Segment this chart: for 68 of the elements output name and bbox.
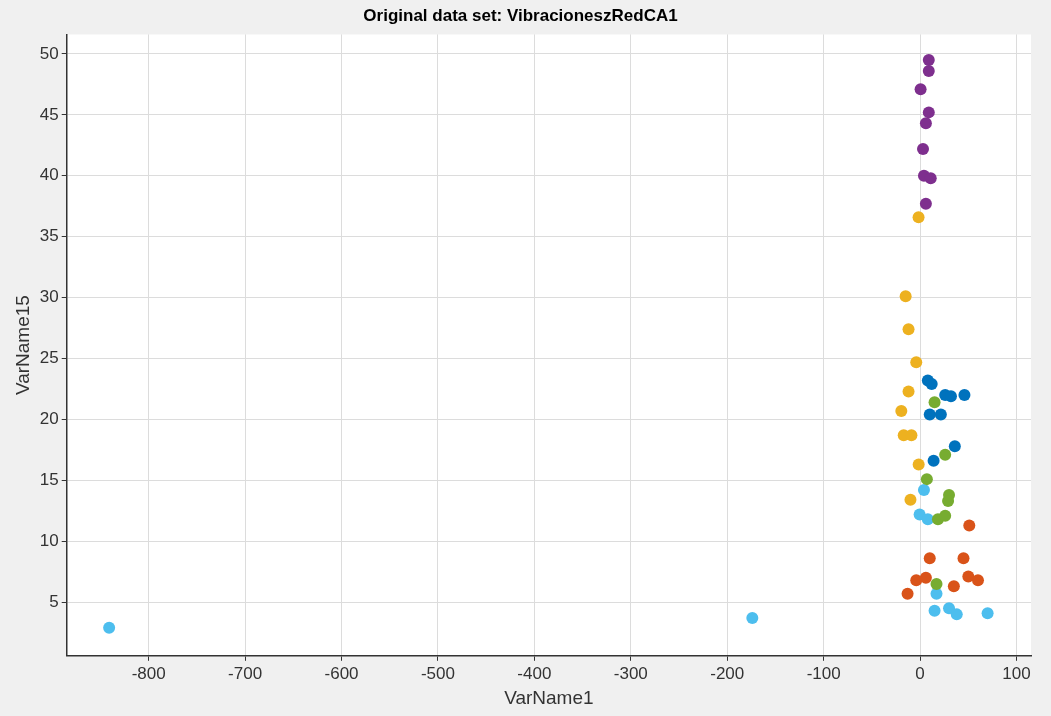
x-tick-label: -600 [324,663,359,683]
point [948,440,961,453]
y-tick-label: 30 [39,287,59,307]
point [930,577,943,590]
point [917,484,930,497]
point [902,385,915,398]
point [921,513,934,526]
point [914,83,927,96]
point [901,587,914,600]
x-tick-label: -700 [228,663,263,683]
point [939,509,952,522]
point [922,64,935,77]
y-tick-label: 40 [39,165,59,185]
point [902,323,915,336]
point [942,495,955,508]
x-tick-label: 100 [1002,663,1031,683]
point [919,117,932,130]
point [925,378,938,391]
x-tick-label: -300 [613,663,648,683]
point [904,493,917,506]
point [922,106,935,119]
point [924,172,937,185]
x-tick-label: -200 [710,663,745,683]
point [927,454,940,467]
point [947,580,960,593]
point [963,519,976,532]
point [923,408,936,421]
point [912,211,925,224]
point [922,53,935,66]
y-tick-label: 15 [39,470,59,490]
point [943,602,956,615]
point [981,607,994,620]
y-tick-label: 10 [39,530,59,550]
point [899,290,912,303]
point [917,142,929,155]
point [746,612,759,625]
point [928,604,941,617]
x-tick-label: 0 [915,663,925,683]
y-tick-label: 45 [39,104,59,124]
point [919,197,932,210]
point [910,356,923,369]
point [923,552,936,565]
point [912,458,925,471]
point [920,473,933,486]
point [958,389,971,402]
point [895,404,908,417]
point [962,570,975,583]
x-tick-label: -400 [517,663,552,683]
point [910,574,923,587]
y-tick-label: 20 [39,409,59,429]
y-axis-title: VarName15 [11,295,33,396]
point [971,574,984,587]
y-tick-label: 25 [39,348,59,368]
point [950,608,963,621]
x-tick-label: -100 [806,663,841,683]
y-tick-label: 5 [49,591,59,611]
point [934,408,947,421]
point [103,621,116,634]
x-tick-label: -500 [420,663,455,683]
point [957,552,970,565]
chart-title: Original data set: VibracioneszRedCA1 [363,5,678,25]
y-tick-label: 35 [39,226,59,246]
x-axis-title: VarName1 [504,686,594,708]
point [919,571,932,584]
point [939,448,952,461]
y-tick-label: 50 [39,43,59,63]
point [928,396,941,409]
x-tick-label: -800 [131,663,166,683]
